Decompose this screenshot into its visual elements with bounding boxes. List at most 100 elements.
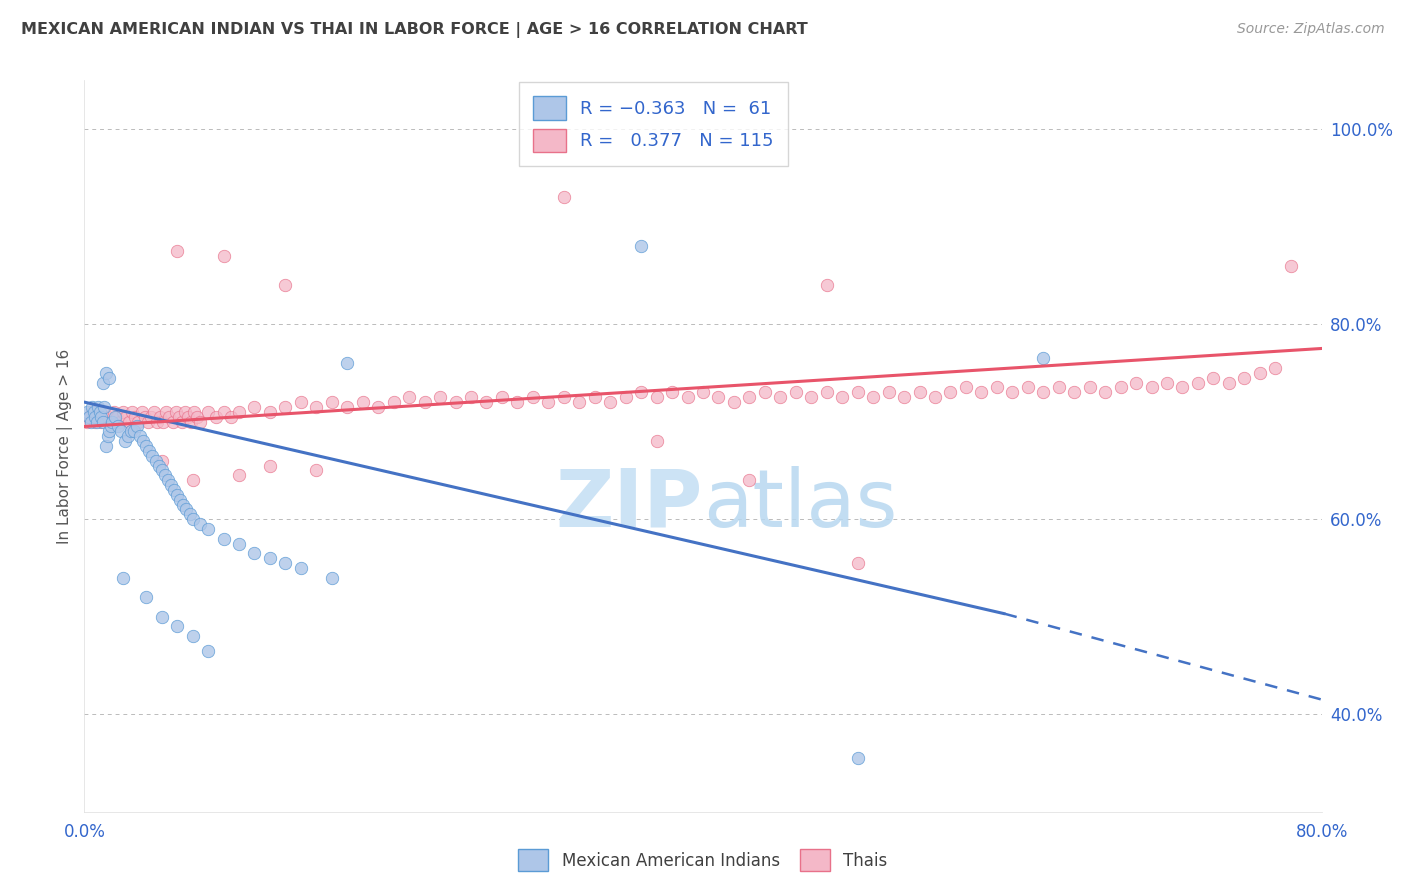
Point — [146, 415, 169, 429]
Point — [94, 366, 117, 380]
Point — [429, 390, 451, 404]
Point — [955, 380, 977, 394]
Point — [1218, 376, 1240, 390]
Point — [188, 415, 211, 429]
Point — [1264, 361, 1286, 376]
Point — [181, 473, 204, 487]
Point — [908, 385, 931, 400]
Point — [1279, 259, 1302, 273]
Point — [243, 546, 266, 560]
Point — [491, 390, 513, 404]
Point — [117, 429, 139, 443]
Point — [186, 409, 208, 424]
Point — [138, 443, 160, 458]
Point — [143, 405, 166, 419]
Point — [179, 508, 201, 522]
Point — [180, 415, 202, 429]
Y-axis label: In Labor Force | Age > 16: In Labor Force | Age > 16 — [58, 349, 73, 543]
Point — [145, 453, 167, 467]
Point — [352, 395, 374, 409]
Point — [815, 278, 838, 293]
Point — [243, 400, 266, 414]
Point — [84, 409, 107, 424]
Point — [1233, 370, 1256, 384]
Point — [172, 498, 194, 512]
Point — [645, 390, 668, 404]
Point — [1047, 380, 1070, 394]
Point — [1032, 385, 1054, 400]
Point — [413, 395, 436, 409]
Point — [630, 385, 652, 400]
Point — [924, 390, 946, 404]
Point — [1187, 376, 1209, 390]
Point — [1249, 366, 1271, 380]
Point — [136, 415, 159, 429]
Point — [181, 629, 204, 643]
Point — [800, 390, 823, 404]
Point — [104, 409, 127, 424]
Point — [91, 376, 114, 390]
Text: Source: ZipAtlas.com: Source: ZipAtlas.com — [1237, 22, 1385, 37]
Point — [846, 556, 869, 570]
Point — [87, 400, 110, 414]
Point — [153, 468, 176, 483]
Point — [1001, 385, 1024, 400]
Point — [769, 390, 792, 404]
Point — [831, 390, 853, 404]
Point — [131, 405, 153, 419]
Point — [738, 390, 761, 404]
Point — [103, 405, 125, 419]
Point — [228, 405, 250, 419]
Point — [290, 561, 312, 575]
Point — [197, 522, 219, 536]
Point — [141, 449, 163, 463]
Point — [166, 619, 188, 633]
Point — [77, 409, 100, 424]
Point — [165, 405, 187, 419]
Point — [553, 190, 575, 204]
Point — [398, 390, 420, 404]
Point — [166, 244, 188, 258]
Point — [170, 415, 193, 429]
Point — [150, 463, 173, 477]
Point — [96, 429, 118, 443]
Point — [738, 473, 761, 487]
Point — [82, 405, 104, 419]
Point — [1202, 370, 1225, 384]
Point — [96, 409, 118, 424]
Point — [134, 409, 156, 424]
Point — [169, 492, 191, 507]
Point — [219, 409, 242, 424]
Point — [86, 415, 108, 429]
Point — [101, 415, 124, 429]
Point — [132, 434, 155, 449]
Point — [970, 385, 993, 400]
Point — [162, 415, 184, 429]
Point — [100, 415, 122, 429]
Point — [156, 473, 179, 487]
Point — [846, 385, 869, 400]
Point — [862, 390, 884, 404]
Point — [188, 516, 211, 531]
Point — [321, 395, 343, 409]
Point — [160, 478, 183, 492]
Point — [120, 425, 142, 439]
Point — [1094, 385, 1116, 400]
Point — [537, 395, 560, 409]
Point — [1109, 380, 1132, 394]
Point — [129, 429, 152, 443]
Point — [149, 409, 172, 424]
Point — [553, 390, 575, 404]
Point — [159, 409, 180, 424]
Point — [177, 409, 200, 424]
Point — [290, 395, 312, 409]
Point — [127, 415, 149, 429]
Point — [568, 395, 591, 409]
Point — [321, 571, 343, 585]
Point — [90, 409, 112, 424]
Point — [176, 502, 198, 516]
Point — [707, 390, 730, 404]
Point — [183, 405, 205, 419]
Point — [122, 425, 145, 439]
Point — [815, 385, 838, 400]
